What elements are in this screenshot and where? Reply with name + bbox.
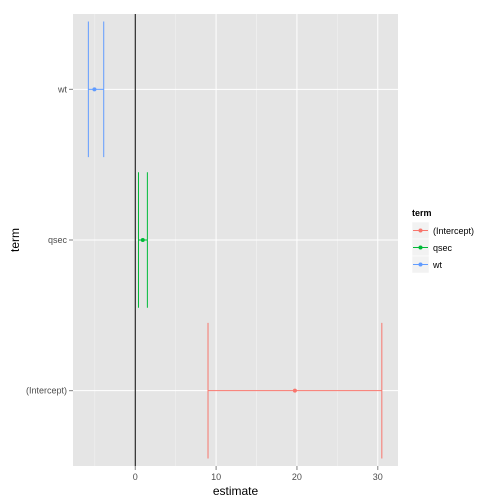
error-bar-marks <box>87 21 383 459</box>
legend-key-point <box>418 262 423 267</box>
legend-item: qsec <box>411 238 453 257</box>
y-tick-label: (Intercept) <box>26 386 67 396</box>
series-qsec <box>137 172 148 308</box>
estimate-point <box>292 388 297 393</box>
legend-item: wt <box>411 255 442 274</box>
y-axis-title: term <box>8 228 22 252</box>
legend-key-point <box>418 228 423 233</box>
x-axis-ticks: 0 10 20 30 <box>133 466 383 482</box>
legend-label: qsec <box>433 243 453 253</box>
legend-label: (Intercept) <box>433 226 474 236</box>
series-wt <box>87 21 105 158</box>
legend-title: term <box>412 208 432 218</box>
legend-label: wt <box>432 260 442 270</box>
x-tick-label: 30 <box>373 472 383 482</box>
legend-item: (Intercept) <box>411 221 474 240</box>
x-tick-label: 20 <box>292 472 302 482</box>
legend-keys: (Intercept) qsec wt <box>411 221 474 274</box>
y-tick-label: wt <box>57 84 67 94</box>
x-tick-label: 10 <box>211 472 221 482</box>
series-intercept <box>207 322 383 459</box>
estimate-point <box>92 87 97 92</box>
legend-key-point <box>418 245 423 250</box>
y-axis-ticks: (Intercept) qsec wt <box>26 84 73 396</box>
x-tick-label: 0 <box>133 472 138 482</box>
x-axis-title: estimate <box>213 484 259 498</box>
y-tick-label: qsec <box>48 235 68 245</box>
estimate-point <box>140 238 145 242</box>
legend: term (Intercept) qsec wt <box>411 208 474 274</box>
